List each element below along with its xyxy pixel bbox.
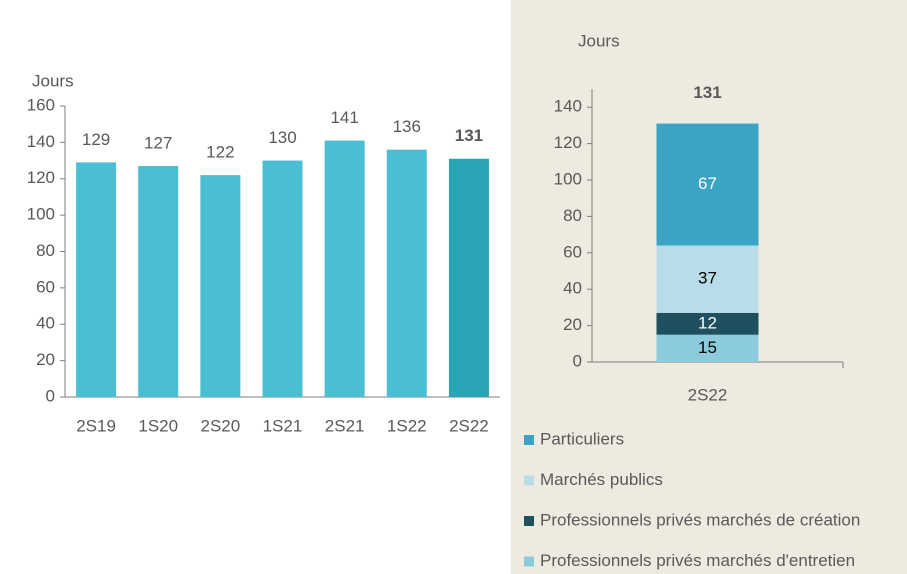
bar bbox=[262, 160, 303, 397]
bar-segment bbox=[656, 334, 759, 362]
legend-swatch bbox=[524, 516, 534, 526]
value-label: 136 bbox=[393, 117, 421, 136]
y-tick-label: 120 bbox=[554, 133, 582, 152]
bar-segment bbox=[656, 123, 759, 246]
value-label: 131 bbox=[455, 126, 483, 145]
legend-swatch bbox=[524, 475, 534, 486]
bar bbox=[76, 162, 117, 397]
y-tick-label: 60 bbox=[563, 242, 582, 261]
legend-label: Professionnels privés marchés d'entretie… bbox=[540, 551, 855, 570]
y-tick-label: 20 bbox=[563, 315, 582, 334]
x-tick-label: 2S21 bbox=[325, 416, 365, 435]
y-tick-label: 120 bbox=[27, 168, 55, 187]
bar-segment bbox=[656, 245, 759, 313]
bar bbox=[200, 175, 241, 397]
total-label: 131 bbox=[693, 83, 721, 102]
y-tick-label: 60 bbox=[36, 277, 55, 296]
value-label: 129 bbox=[82, 130, 110, 149]
y-tick-label: 0 bbox=[573, 351, 582, 370]
y-axis-label: Jours bbox=[32, 71, 74, 90]
y-axis-label: Jours bbox=[578, 31, 620, 50]
y-tick-label: 40 bbox=[36, 314, 55, 333]
y-tick-label: 140 bbox=[27, 132, 55, 151]
bar bbox=[138, 166, 179, 397]
y-tick-label: 40 bbox=[563, 279, 582, 298]
x-tick-label: 2S19 bbox=[76, 416, 116, 435]
bar-segment bbox=[656, 312, 759, 335]
segment-label: 15 bbox=[698, 338, 717, 357]
x-tick-label: 2S20 bbox=[201, 416, 241, 435]
legend-label: Particuliers bbox=[540, 429, 624, 448]
y-tick-label: 80 bbox=[36, 241, 55, 260]
bar bbox=[448, 158, 489, 397]
value-label: 127 bbox=[144, 134, 172, 153]
segment-label: 67 bbox=[698, 174, 717, 193]
legend-label: Marchés publics bbox=[540, 470, 663, 489]
segment-label: 37 bbox=[698, 269, 717, 288]
x-tick-label: 1S20 bbox=[138, 416, 178, 435]
y-tick-label: 100 bbox=[27, 205, 55, 224]
x-tick-label: 2S22 bbox=[449, 416, 489, 435]
bar bbox=[324, 140, 365, 397]
legend-swatch bbox=[524, 435, 534, 445]
y-tick-label: 80 bbox=[563, 206, 582, 225]
value-label: 122 bbox=[206, 143, 234, 162]
x-tick-label: 1S21 bbox=[263, 416, 303, 435]
segment-label: 12 bbox=[698, 313, 717, 332]
y-tick-label: 100 bbox=[554, 169, 582, 188]
legend-label: Professionnels privés marchés de créatio… bbox=[540, 510, 860, 529]
x-tick-label: 1S22 bbox=[387, 416, 427, 435]
legend-swatch bbox=[524, 556, 534, 567]
value-label: 141 bbox=[330, 108, 358, 127]
bar bbox=[386, 149, 427, 397]
y-tick-label: 20 bbox=[36, 350, 55, 369]
y-tick-label: 160 bbox=[27, 95, 55, 114]
y-tick-label: 0 bbox=[46, 386, 55, 405]
y-tick-label: 140 bbox=[554, 97, 582, 116]
x-tick-label: 2S22 bbox=[688, 385, 728, 404]
value-label: 130 bbox=[268, 128, 296, 147]
